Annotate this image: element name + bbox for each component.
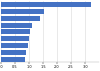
Bar	[1, 2, 91, 7]
Bar	[1, 23, 32, 28]
Bar	[1, 16, 40, 21]
Bar	[1, 29, 30, 35]
Bar	[1, 57, 25, 62]
Bar	[1, 9, 44, 14]
Bar	[1, 36, 29, 41]
Bar	[1, 43, 28, 48]
Bar	[1, 50, 26, 55]
